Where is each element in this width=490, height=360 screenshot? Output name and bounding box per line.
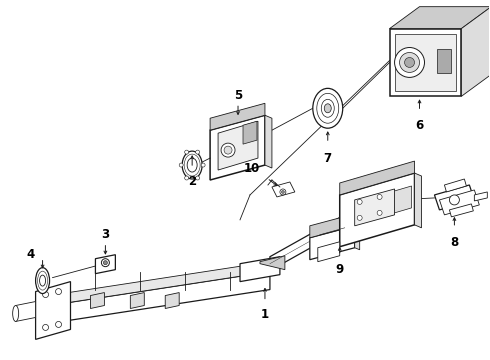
Circle shape (179, 163, 183, 167)
Ellipse shape (321, 99, 334, 117)
Polygon shape (449, 204, 473, 217)
Polygon shape (210, 103, 265, 130)
Polygon shape (355, 189, 394, 226)
Circle shape (394, 48, 424, 77)
Polygon shape (462, 7, 490, 96)
Circle shape (221, 143, 235, 157)
Ellipse shape (187, 158, 197, 172)
Circle shape (357, 199, 362, 204)
Polygon shape (440, 190, 479, 215)
Circle shape (185, 150, 189, 154)
Ellipse shape (13, 306, 19, 321)
Polygon shape (243, 121, 257, 144)
Polygon shape (435, 185, 474, 210)
Ellipse shape (36, 268, 49, 293)
Polygon shape (218, 121, 258, 170)
Circle shape (185, 176, 189, 180)
Polygon shape (240, 257, 280, 282)
Text: 10: 10 (244, 162, 260, 175)
Polygon shape (310, 214, 355, 238)
Polygon shape (210, 115, 265, 180)
Polygon shape (36, 282, 71, 339)
Ellipse shape (40, 275, 46, 286)
Polygon shape (438, 49, 451, 73)
Polygon shape (340, 161, 415, 195)
Polygon shape (340, 173, 415, 247)
Circle shape (43, 324, 49, 330)
Circle shape (103, 261, 107, 265)
Circle shape (55, 289, 62, 294)
Polygon shape (444, 179, 466, 192)
Circle shape (405, 58, 415, 67)
Circle shape (449, 195, 460, 205)
Circle shape (196, 176, 199, 180)
Ellipse shape (182, 151, 202, 179)
Text: 8: 8 (450, 236, 459, 249)
Text: 6: 6 (416, 119, 424, 132)
Text: 4: 4 (26, 248, 35, 261)
Polygon shape (130, 293, 144, 309)
Polygon shape (310, 226, 355, 260)
Text: 5: 5 (234, 89, 242, 102)
Circle shape (281, 190, 284, 193)
Polygon shape (390, 7, 490, 28)
Polygon shape (270, 198, 375, 271)
Polygon shape (16, 302, 36, 321)
Ellipse shape (317, 93, 339, 123)
Circle shape (101, 259, 109, 267)
Polygon shape (91, 293, 104, 309)
Circle shape (201, 163, 205, 167)
Polygon shape (265, 115, 272, 168)
Polygon shape (272, 182, 295, 197)
Polygon shape (260, 256, 285, 270)
Polygon shape (415, 173, 421, 228)
Polygon shape (390, 28, 462, 96)
Polygon shape (355, 226, 360, 250)
Polygon shape (394, 33, 456, 91)
Circle shape (377, 210, 382, 215)
Polygon shape (318, 242, 340, 262)
Circle shape (43, 292, 49, 298)
Circle shape (399, 53, 419, 72)
Circle shape (224, 146, 232, 154)
Polygon shape (55, 262, 270, 305)
Polygon shape (55, 272, 270, 323)
Polygon shape (394, 186, 412, 213)
Ellipse shape (324, 104, 331, 113)
Polygon shape (96, 255, 115, 274)
Polygon shape (165, 293, 179, 309)
Ellipse shape (313, 88, 343, 128)
Polygon shape (474, 192, 488, 201)
Circle shape (196, 150, 199, 154)
Circle shape (55, 321, 62, 328)
Text: 3: 3 (101, 228, 109, 241)
Circle shape (357, 215, 362, 220)
Circle shape (377, 194, 382, 199)
Text: 1: 1 (261, 308, 269, 321)
Text: 2: 2 (188, 175, 196, 189)
Text: 7: 7 (324, 152, 332, 165)
Text: 9: 9 (336, 263, 344, 276)
Circle shape (280, 189, 286, 195)
